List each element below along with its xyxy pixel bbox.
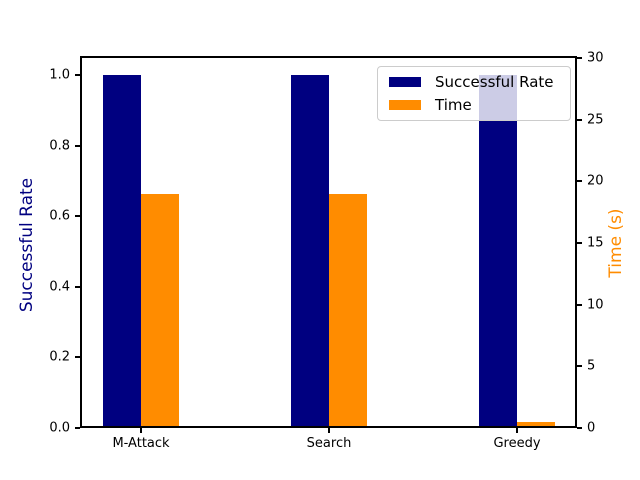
- left-tick-label: 1.0: [49, 67, 70, 83]
- right-tick-mark: [577, 303, 582, 306]
- left-tick-mark: [75, 285, 80, 288]
- right-y-axis-label: Time (s): [606, 208, 626, 278]
- right-tick-label: 15: [587, 235, 604, 251]
- left-tick-mark: [75, 74, 80, 77]
- x-tick-label-greedy: Greedy: [493, 436, 541, 451]
- bar-time-search: [329, 193, 367, 428]
- x-tick-mark: [328, 428, 330, 433]
- left-tick-label: 0.0: [49, 420, 70, 436]
- legend-entry-successful-rate: Successful Rate: [389, 73, 570, 91]
- right-tick-mark: [577, 118, 582, 121]
- legend-label-time: Time: [435, 96, 472, 114]
- bar-time-greedy: [517, 421, 555, 428]
- right-tick-label: 25: [587, 112, 604, 128]
- x-tick-label-m-attack: M-Attack: [112, 436, 170, 451]
- right-tick-mark: [577, 365, 582, 368]
- x-tick-mark: [516, 428, 518, 433]
- right-tick-label: 20: [587, 173, 604, 189]
- right-tick-mark: [577, 180, 582, 183]
- right-tick-label: 30: [587, 50, 604, 66]
- right-tick-label: 10: [587, 297, 604, 313]
- legend: Successful Rate Time: [377, 66, 571, 121]
- bar-successful-rate-m-attack: [103, 75, 141, 428]
- legend-entry-time: Time: [389, 96, 570, 114]
- left-tick-mark: [75, 144, 80, 147]
- left-tick-label: 0.8: [49, 138, 70, 154]
- left-tick-label: 0.4: [49, 279, 70, 295]
- right-tick-mark: [577, 241, 582, 244]
- left-tick-mark: [75, 427, 80, 429]
- right-tick-mark: [577, 427, 582, 429]
- bar-successful-rate-search: [291, 75, 329, 428]
- x-tick-mark: [140, 428, 142, 433]
- right-tick-mark: [577, 56, 582, 59]
- legend-label-successful-rate: Successful Rate: [435, 73, 554, 91]
- x-tick-label-search: Search: [306, 436, 352, 451]
- right-tick-label: 0: [587, 420, 596, 436]
- left-tick-label: 0.2: [49, 349, 70, 365]
- left-y-axis-label: Successful Rate: [17, 177, 37, 313]
- bar-time-m-attack: [141, 193, 179, 428]
- legend-swatch-successful-rate: [389, 77, 421, 87]
- right-tick-label: 5: [587, 358, 596, 374]
- left-tick-mark: [75, 215, 80, 218]
- bar-successful-rate-greedy: [479, 75, 517, 428]
- legend-swatch-time: [389, 100, 421, 110]
- left-tick-label: 0.6: [49, 208, 70, 224]
- plot-area: 0.0 0.2 0.4 0.6 0.8 1.0 0 5 10 15 20 25 30 M-Attack Se…: [49, 51, 603, 450]
- left-tick-mark: [75, 356, 80, 359]
